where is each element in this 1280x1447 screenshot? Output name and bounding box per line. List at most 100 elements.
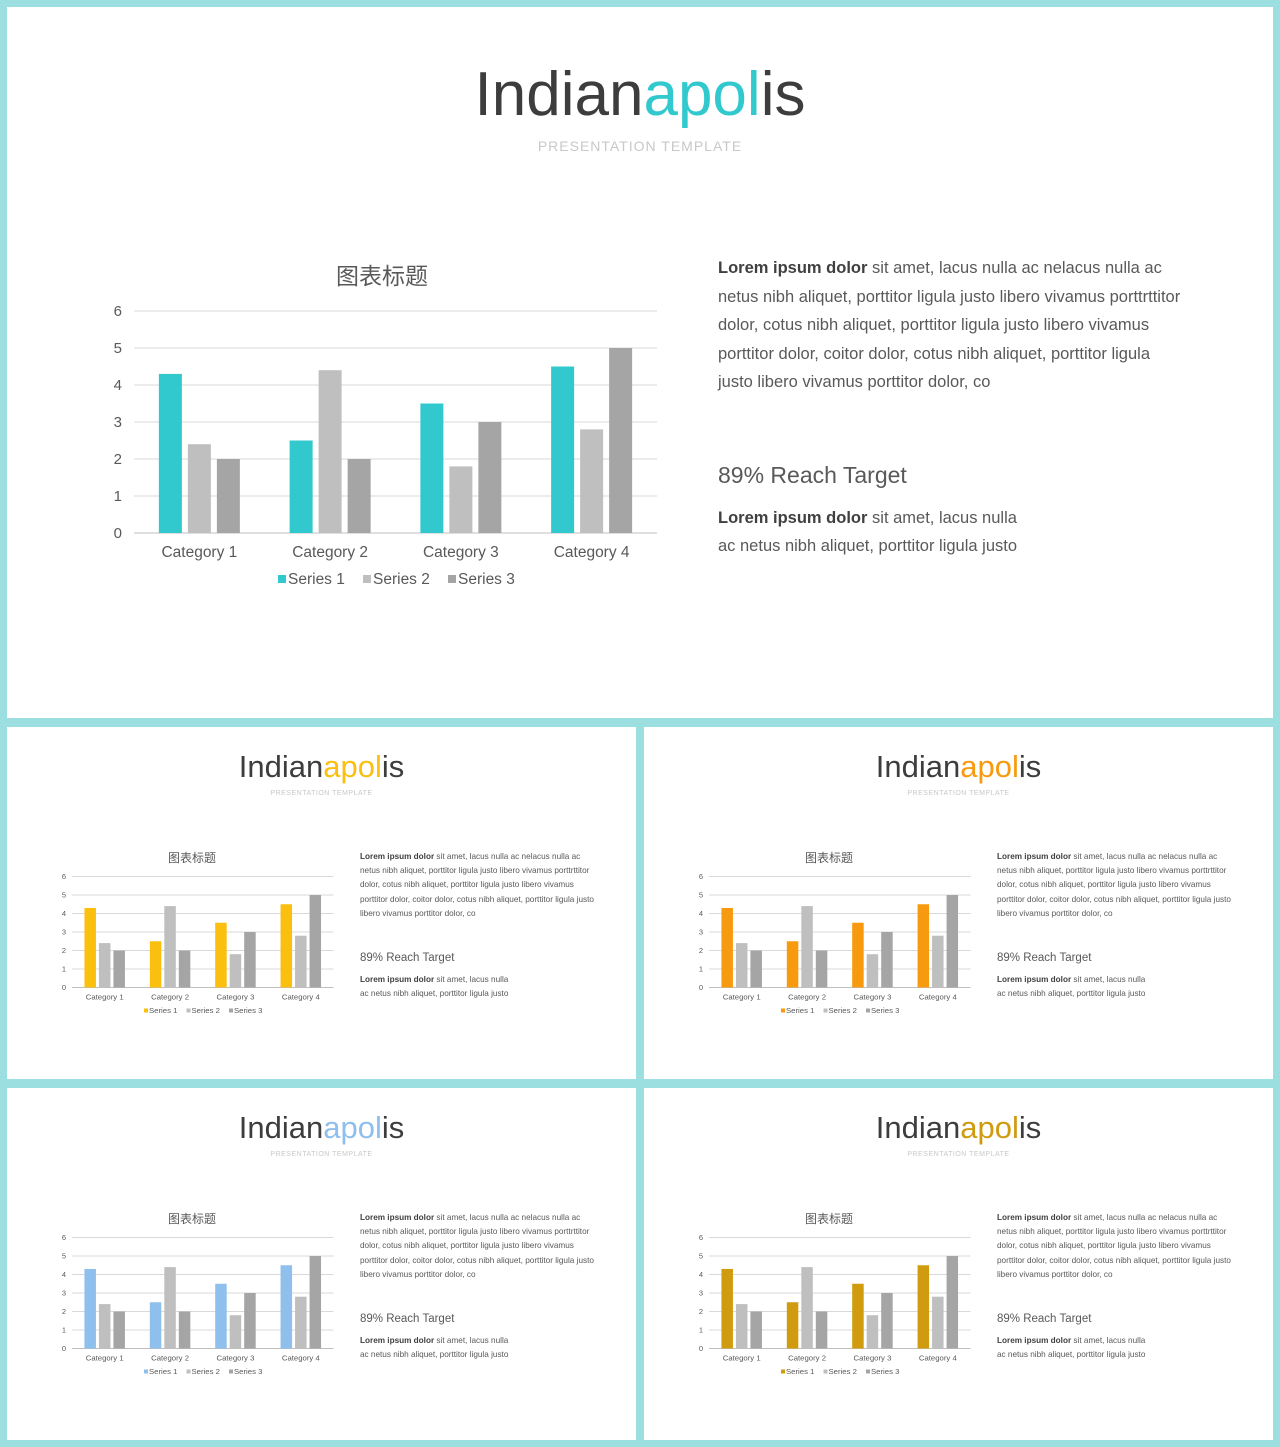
x-tick-label: Category 1 [161, 544, 237, 561]
bar-series-2 [932, 1296, 944, 1349]
x-tick-label: Category 2 [788, 1354, 826, 1363]
y-tick-label: 1 [699, 1326, 703, 1335]
bar-series-1 [721, 1268, 733, 1349]
bar-series-2 [229, 954, 242, 988]
y-tick-label: 0 [62, 1344, 66, 1353]
bar-series-1 [158, 373, 182, 533]
slide-title: Indianapolis [7, 1110, 636, 1146]
bar-series-3 [478, 422, 502, 533]
bar-series-3 [609, 348, 633, 533]
bar-series-1 [786, 941, 799, 988]
slide-subtitle: PRESENTATION TEMPLATE [907, 790, 1010, 797]
bar-series-2 [98, 1304, 111, 1349]
bar-series-3 [244, 1293, 256, 1349]
y-tick-label: 6 [62, 1233, 66, 1242]
y-tick-label: 0 [114, 525, 122, 542]
reach-bold: Lorem ipsum dolor [360, 975, 435, 984]
reach-text: sit amet, lacus nulla ac netus nibh aliq… [360, 1336, 509, 1359]
bar-series-2 [801, 906, 813, 988]
bar-series-2 [164, 1267, 176, 1349]
bar-series-3 [113, 950, 125, 988]
paragraph-text: sit amet, lacus nulla ac nelacus nulla a… [997, 852, 1231, 918]
reach-text: sit amet, lacus nulla ac netus nibh aliq… [997, 1336, 1146, 1359]
reach-bold: Lorem ipsum dolor [997, 975, 1072, 984]
slide-title: Indianapolis [644, 1110, 1273, 1146]
bar-series-2 [866, 1315, 879, 1349]
body-paragraph: Lorem ipsum dolor sit amet, lacus nulla … [997, 1211, 1233, 1282]
slide-yellow: Indianapolis PRESENTATION TEMPLATE 图表标题 … [7, 727, 636, 1079]
y-tick-label: 2 [114, 451, 122, 468]
paragraph-text: sit amet, lacus nulla ac nelacus nulla a… [360, 1213, 594, 1279]
chart-title: 图表标题 [167, 851, 216, 865]
paragraph-text: sit amet, lacus nulla ac nelacus nulla a… [997, 1213, 1231, 1279]
reach-bold: Lorem ipsum dolor [360, 1336, 435, 1345]
bar-series-2 [164, 906, 176, 988]
legend-swatch [363, 575, 371, 583]
reach-paragraph: Lorem ipsum dolor sit amet, lacus nulla … [360, 1334, 510, 1362]
reach-title: 89% Reach Target [718, 462, 907, 488]
bar-series-2 [866, 954, 879, 988]
slide-title: Indianapolis [7, 749, 636, 785]
y-tick-label: 5 [62, 1252, 66, 1261]
bar-series-3 [178, 1311, 191, 1349]
reach-text: sit amet, lacus nulla ac netus nibh aliq… [997, 975, 1146, 998]
legend-swatch [866, 1008, 870, 1013]
bar-series-3 [750, 1311, 762, 1349]
reach-paragraph: Lorem ipsum dolor sit amet, lacus nulla … [360, 973, 510, 1001]
y-tick-label: 0 [699, 1344, 703, 1353]
x-tick-label: Category 4 [919, 1354, 958, 1363]
legend-label: Series 2 [192, 1367, 220, 1376]
title-part-1: Indian [875, 1110, 961, 1145]
legend-swatch [278, 575, 286, 583]
title-part-1: Indian [474, 60, 644, 129]
legend-label: Series 2 [373, 571, 430, 588]
bar-series-3 [881, 932, 893, 988]
chart-title: 图表标题 [804, 851, 853, 865]
y-tick-label: 4 [699, 1270, 703, 1279]
paragraph-text: sit amet, lacus nulla ac nelacus nulla a… [718, 259, 1181, 392]
x-tick-label: Category 2 [788, 993, 826, 1002]
bar-series-3 [216, 459, 240, 533]
slide-title: Indianapolis [7, 59, 1273, 130]
title-accent: apol [323, 1110, 382, 1145]
reach-title: 89% Reach Target [997, 1313, 1092, 1325]
legend-swatch [823, 1369, 828, 1374]
y-tick-label: 4 [62, 1270, 66, 1279]
bar-chart: 0 1 2 3 4 5 6 Category 1 Category 2 Category 3 Cat… [699, 872, 971, 1015]
y-tick-label: 5 [62, 891, 66, 900]
bar-series-1 [551, 366, 575, 533]
y-tick-label: 1 [699, 965, 703, 974]
y-tick-label: 3 [62, 928, 66, 937]
bar-series-1 [852, 1283, 864, 1349]
bar-series-2 [295, 1296, 307, 1349]
legend-swatch [781, 1369, 785, 1374]
bar-series-1 [280, 1265, 293, 1349]
bar-series-3 [309, 1256, 322, 1349]
reach-bold: Lorem ipsum dolor [718, 509, 868, 527]
x-tick-label: Category 1 [86, 1354, 124, 1363]
legend-label: Series 3 [234, 1367, 262, 1376]
chart-title: 图表标题 [804, 1212, 853, 1226]
bar-chart: 0 1 2 3 4 5 6 Category 1 Category 2 Category 3 Cat… [699, 1233, 971, 1376]
bar-series-3 [946, 1256, 959, 1349]
bar-series-2 [801, 1267, 813, 1349]
bar-chart: 0 1 2 3 4 5 6 Category 1 Category 2 Category 3 Cat… [62, 872, 334, 1015]
y-tick-label: 4 [62, 909, 66, 918]
legend-label: Series 2 [192, 1006, 220, 1015]
y-tick-label: 1 [62, 1326, 66, 1335]
bar-series-1 [215, 1283, 227, 1349]
body-paragraph: Lorem ipsum dolor sit amet, lacus nulla … [718, 254, 1188, 397]
body-paragraph: Lorem ipsum dolor sit amet, lacus nulla … [360, 850, 596, 921]
bar-series-3 [113, 1311, 125, 1349]
x-tick-label: Category 2 [151, 993, 189, 1002]
slide-main: Indianapolis PRESENTATION TEMPLATE 图表标题 … [7, 7, 1273, 718]
y-tick-label: 3 [114, 414, 122, 431]
x-tick-label: Category 1 [723, 993, 761, 1002]
legend-swatch [186, 1008, 191, 1013]
body-paragraph: Lorem ipsum dolor sit amet, lacus nulla … [360, 1211, 596, 1282]
bar-series-2 [449, 466, 473, 533]
bar-series-1 [289, 440, 313, 533]
y-tick-label: 3 [699, 1289, 703, 1298]
legend-label: Series 3 [871, 1006, 899, 1015]
x-tick-label: Category 1 [86, 993, 124, 1002]
